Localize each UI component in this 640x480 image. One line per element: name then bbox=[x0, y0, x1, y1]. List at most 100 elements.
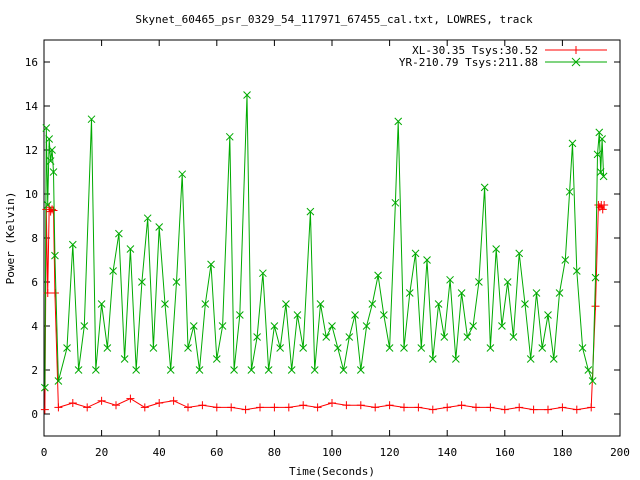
data-point bbox=[243, 91, 251, 99]
data-point bbox=[572, 267, 581, 275]
data-point bbox=[374, 271, 382, 280]
data-point bbox=[333, 344, 342, 352]
data-point bbox=[68, 399, 77, 407]
data-point bbox=[440, 333, 449, 341]
data-point bbox=[97, 396, 106, 405]
data-point bbox=[259, 269, 267, 278]
x-tick-label: 60 bbox=[210, 446, 223, 459]
data-point bbox=[328, 322, 336, 330]
data-point bbox=[500, 405, 509, 414]
data-point bbox=[276, 344, 285, 352]
data-point bbox=[270, 322, 279, 330]
x-tick-label: 200 bbox=[610, 446, 630, 459]
data-point bbox=[51, 251, 59, 260]
data-point bbox=[342, 401, 351, 410]
data-point bbox=[112, 401, 120, 410]
data-point bbox=[195, 366, 204, 374]
data-point bbox=[322, 333, 331, 341]
data-point bbox=[140, 403, 149, 412]
data-point bbox=[486, 344, 495, 352]
y-tick-label: 14 bbox=[25, 100, 39, 113]
data-point bbox=[591, 302, 600, 311]
y-tick-label: 2 bbox=[31, 364, 38, 377]
data-point bbox=[306, 207, 315, 216]
data-point bbox=[198, 401, 207, 410]
data-point bbox=[68, 240, 77, 249]
data-point bbox=[596, 168, 605, 176]
data-point bbox=[126, 245, 135, 253]
data-point bbox=[328, 399, 336, 407]
data-point bbox=[480, 183, 489, 192]
data-point bbox=[54, 403, 63, 412]
data-point bbox=[434, 300, 443, 308]
data-point bbox=[155, 399, 164, 407]
data-point bbox=[451, 355, 460, 363]
data-point bbox=[313, 403, 322, 412]
data-point bbox=[247, 366, 256, 374]
data-point bbox=[598, 135, 606, 143]
data-point bbox=[155, 223, 164, 231]
data-point bbox=[356, 401, 365, 410]
data-point bbox=[227, 403, 236, 412]
legend: XL-30.35 Tsys:30.52 YR-210.79 Tsys:211.8… bbox=[399, 44, 607, 69]
data-point bbox=[428, 405, 437, 414]
data-point bbox=[411, 249, 420, 258]
y-axis-ticks: 0 2 4 6 8 10 12 14 16 bbox=[25, 56, 620, 421]
data-point bbox=[46, 157, 55, 165]
data-point bbox=[103, 344, 112, 352]
x-axis-ticks: 0 20 40 60 80 100 120 140 160 180 200 bbox=[41, 40, 630, 459]
x-tick-label: 180 bbox=[552, 446, 572, 459]
data-point bbox=[414, 403, 423, 412]
data-point bbox=[457, 401, 466, 410]
data-point bbox=[356, 366, 365, 374]
y-tick-label: 10 bbox=[25, 188, 38, 201]
data-point bbox=[544, 311, 552, 319]
data-point bbox=[287, 366, 296, 374]
data-point bbox=[578, 344, 587, 352]
data-point bbox=[161, 300, 169, 308]
data-point bbox=[48, 146, 56, 154]
data-point bbox=[492, 245, 501, 253]
y-axis-label: Power (Kelvin) bbox=[4, 192, 17, 285]
data-point bbox=[568, 139, 577, 148]
legend-marker-yr bbox=[571, 57, 581, 67]
data-point bbox=[207, 260, 215, 269]
data-point bbox=[521, 300, 529, 308]
data-point bbox=[138, 278, 146, 286]
data-point bbox=[54, 377, 63, 385]
data-point bbox=[515, 403, 524, 412]
data-point bbox=[400, 403, 408, 412]
data-point bbox=[598, 205, 607, 214]
data-point bbox=[115, 229, 123, 238]
data-point bbox=[42, 124, 51, 132]
legend-label-xl: XL-30.35 Tsys:30.52 bbox=[412, 44, 538, 57]
data-point bbox=[572, 405, 581, 414]
x-axis-label: Time(Seconds) bbox=[289, 465, 375, 478]
data-point bbox=[132, 366, 141, 374]
data-point bbox=[218, 322, 227, 330]
data-point bbox=[565, 187, 574, 196]
data-point bbox=[74, 366, 83, 374]
data-point bbox=[351, 311, 359, 319]
data-point bbox=[368, 300, 377, 308]
y-tick-label: 0 bbox=[31, 408, 38, 421]
data-point bbox=[529, 405, 538, 414]
data-point bbox=[143, 214, 152, 223]
data-point bbox=[149, 344, 158, 352]
data-point bbox=[599, 172, 608, 181]
data-point bbox=[443, 403, 452, 412]
data-point bbox=[515, 249, 524, 258]
data-point bbox=[469, 322, 477, 330]
series-yr bbox=[41, 91, 608, 392]
legend-marker-xl bbox=[572, 46, 580, 54]
data-point bbox=[80, 322, 89, 330]
x-tick-label: 20 bbox=[95, 446, 108, 459]
series-layer bbox=[40, 91, 609, 414]
data-point bbox=[293, 311, 302, 319]
data-point bbox=[417, 344, 426, 352]
data-point bbox=[49, 168, 58, 176]
data-point bbox=[235, 311, 244, 319]
data-point bbox=[423, 256, 431, 264]
data-point bbox=[532, 289, 541, 297]
data-point bbox=[270, 403, 279, 412]
